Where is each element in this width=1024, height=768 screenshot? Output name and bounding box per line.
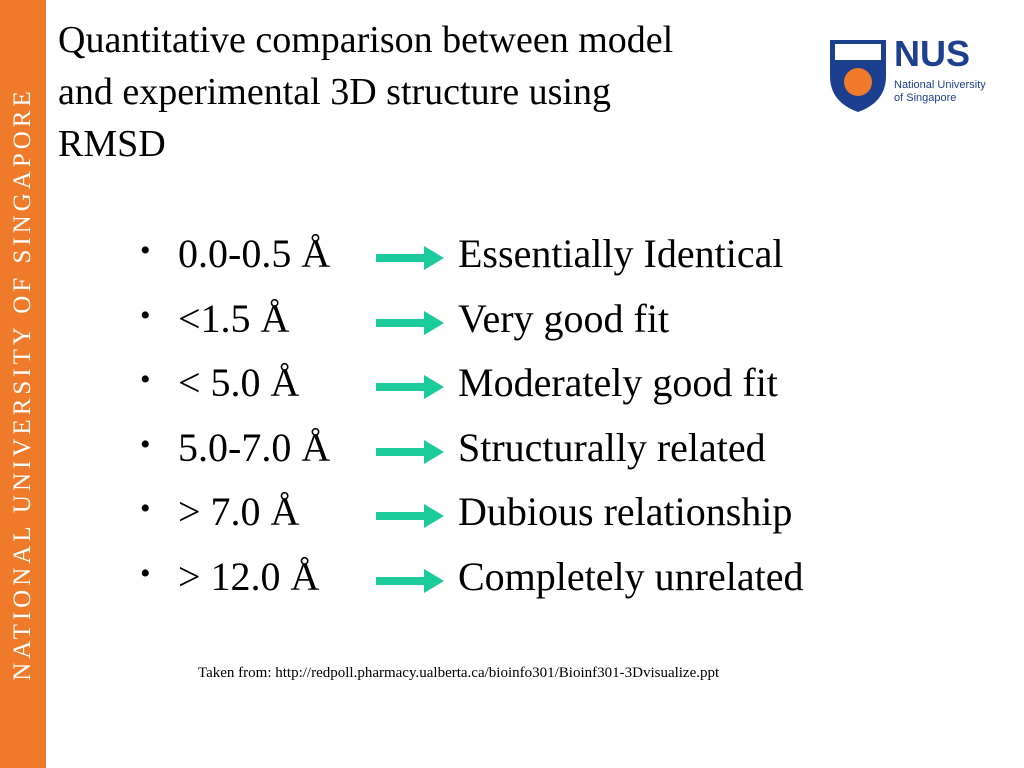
- arrow: [376, 504, 444, 528]
- item-list: • 0.0-0.5 Å Essentially Identical • <1.5 Å Ve…: [140, 230, 940, 617]
- range: < 5.0 Å: [178, 360, 300, 405]
- sidebar: NATIONAL UNIVERSITY OF SINGAPORE: [0, 0, 46, 768]
- shield-top: [835, 44, 881, 60]
- source: Taken from: http://redpoll.pharmacy.ualb…: [198, 665, 720, 681]
- bullet: •: [140, 363, 151, 396]
- bullet: •: [140, 234, 151, 267]
- meaning: Dubious relationship: [458, 489, 793, 534]
- item: • 5.0-7.0 Å Structurally related: [140, 424, 940, 489]
- item: • < 5.0 Å Moderately good fit: [140, 359, 940, 424]
- range: > 12.0 Å: [178, 553, 320, 599]
- bullet: •: [140, 427, 151, 461]
- title-line: and experimental 3D structure using: [58, 71, 611, 113]
- sidebar-text: NATIONAL UNIVERSITY OF SINGAPORE: [9, 87, 36, 681]
- meaning: Essentially Identical: [458, 231, 784, 276]
- arrow: [376, 568, 444, 593]
- logo-name: NUS: [894, 36, 970, 74]
- arrow: [376, 246, 444, 270]
- logo-line: National University: [894, 79, 986, 91]
- range: 0.0-0.5 Å: [178, 231, 331, 276]
- arrow: [376, 310, 444, 335]
- meaning: Moderately good fit: [458, 360, 778, 405]
- meaning: Structurally related: [458, 424, 766, 470]
- item: • <1.5 Å Very good fit: [140, 295, 940, 360]
- logo: NUS National University of Singapore: [830, 36, 986, 112]
- item: • 0.0-0.5 Å Essentially Identical: [140, 230, 940, 295]
- bullet: •: [140, 492, 151, 525]
- logo-line: of Singapore: [894, 92, 956, 104]
- bullet: •: [140, 298, 151, 332]
- range: <1.5 Å: [178, 295, 290, 341]
- bullet: •: [140, 556, 151, 590]
- meaning: Very good fit: [458, 295, 670, 341]
- arrow: [376, 375, 444, 399]
- title-line: Quantitative comparison between model: [58, 19, 674, 61]
- range: 5.0-7.0 Å: [178, 424, 331, 470]
- lion: [844, 68, 872, 96]
- meaning: Completely unrelated: [458, 553, 804, 599]
- title-line: RMSD: [58, 123, 166, 165]
- title: Quantitative comparison between model an…: [58, 14, 673, 170]
- range: > 7.0 Å: [178, 489, 300, 534]
- item: • > 12.0 Å Completely unrelated: [140, 553, 940, 618]
- item: • > 7.0 Å Dubious relationship: [140, 488, 940, 553]
- arrow: [376, 439, 444, 464]
